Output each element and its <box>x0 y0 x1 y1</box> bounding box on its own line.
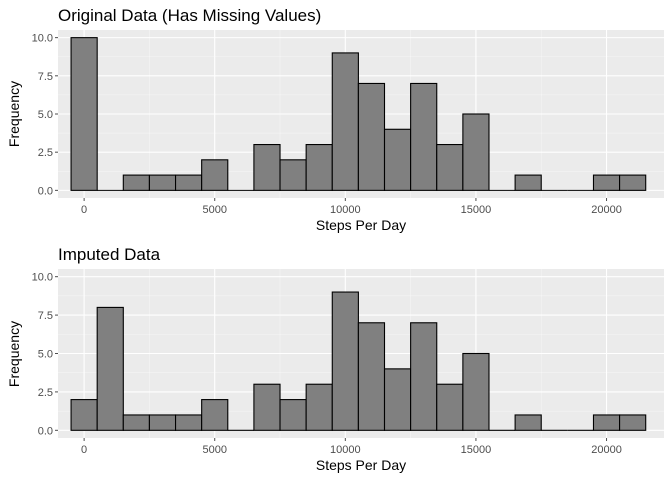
histogram-bar <box>305 383 333 431</box>
bars-imputed <box>70 291 647 431</box>
chart-title-original: Original Data (Has Missing Values) <box>58 6 321 25</box>
histogram-bar <box>331 52 359 191</box>
histogram-bar <box>592 174 621 191</box>
histogram-bar <box>201 159 229 191</box>
histogram-bar <box>619 414 647 431</box>
x-axis-ticks-imputed: 0 5000 10000 15000 20000 <box>81 438 622 456</box>
histogram-bar <box>148 414 177 431</box>
x-axis-title-imputed: Steps Per Day <box>316 457 406 473</box>
x-tick-label: 20000 <box>591 204 622 216</box>
histogram-bar <box>357 82 386 191</box>
histogram-bar <box>70 37 98 191</box>
histogram-bar <box>410 322 438 431</box>
x-tick-label: 15000 <box>461 204 492 216</box>
histogram-bar <box>96 306 124 431</box>
histogram-bar <box>514 414 542 431</box>
y-tick-label: 5.0 <box>38 109 53 121</box>
x-tick-label: 0 <box>81 444 87 456</box>
y-tick-label: 10.0 <box>32 33 53 45</box>
histogram-bar <box>619 174 647 191</box>
chart-imputed: Imputed Data 0.0 2.5 5.0 7.5 10.0 0 5000 10000… <box>6 245 664 473</box>
histogram-bar <box>462 113 490 191</box>
x-tick-label: 10000 <box>330 444 361 456</box>
y-tick-label: 5.0 <box>38 349 53 361</box>
y-tick-label: 2.5 <box>38 387 53 399</box>
x-tick-label: 5000 <box>202 444 226 456</box>
y-tick-label: 7.5 <box>38 310 53 322</box>
x-axis-title-original: Steps Per Day <box>316 217 406 233</box>
y-tick-label: 10.0 <box>32 272 53 284</box>
y-tick-label: 0.0 <box>38 425 53 437</box>
histogram-bar <box>279 399 307 431</box>
bars-original <box>70 37 647 191</box>
histogram-bar <box>253 143 281 191</box>
histogram-bar <box>70 399 98 431</box>
x-tick-label: 10000 <box>330 204 361 216</box>
histogram-bar <box>436 143 464 191</box>
y-tick-label: 0.0 <box>38 185 53 197</box>
histogram-bar <box>331 291 359 431</box>
y-tick-label: 7.5 <box>38 71 53 83</box>
y-axis-title-original: Frequency <box>6 81 22 147</box>
histogram-bar <box>253 383 281 431</box>
histogram-bar <box>174 174 203 191</box>
histogram-bar <box>122 414 150 431</box>
histogram-bar <box>514 174 542 191</box>
x-tick-label: 20000 <box>591 444 622 456</box>
histogram-bar <box>305 143 333 191</box>
y-axis-ticks-original: 0.0 2.5 5.0 7.5 10.0 <box>32 33 58 197</box>
histogram-bar <box>357 322 386 431</box>
y-axis-ticks-imputed: 0.0 2.5 5.0 7.5 10.0 <box>32 272 58 437</box>
x-tick-label: 0 <box>81 204 87 216</box>
histogram-bar <box>383 128 412 191</box>
histogram-bar <box>592 414 621 431</box>
x-axis-ticks-original: 0 5000 10000 15000 20000 <box>81 198 622 216</box>
histogram-bar <box>148 174 177 191</box>
histogram-bar <box>122 174 150 191</box>
chart-title-imputed: Imputed Data <box>58 245 161 264</box>
histogram-bar <box>279 159 307 191</box>
histogram-bar <box>201 399 229 431</box>
chart-original: Original Data (Has Missing Values) 0.0 2.… <box>6 6 664 233</box>
histogram-bar <box>410 82 438 191</box>
histogram-bar <box>174 414 203 431</box>
y-axis-title-imputed: Frequency <box>6 321 22 387</box>
x-tick-label: 15000 <box>461 444 492 456</box>
histogram-bar <box>436 383 464 431</box>
histogram-bar <box>383 368 412 431</box>
y-tick-label: 2.5 <box>38 147 53 159</box>
histogram-bar <box>462 352 490 431</box>
x-tick-label: 5000 <box>202 204 226 216</box>
